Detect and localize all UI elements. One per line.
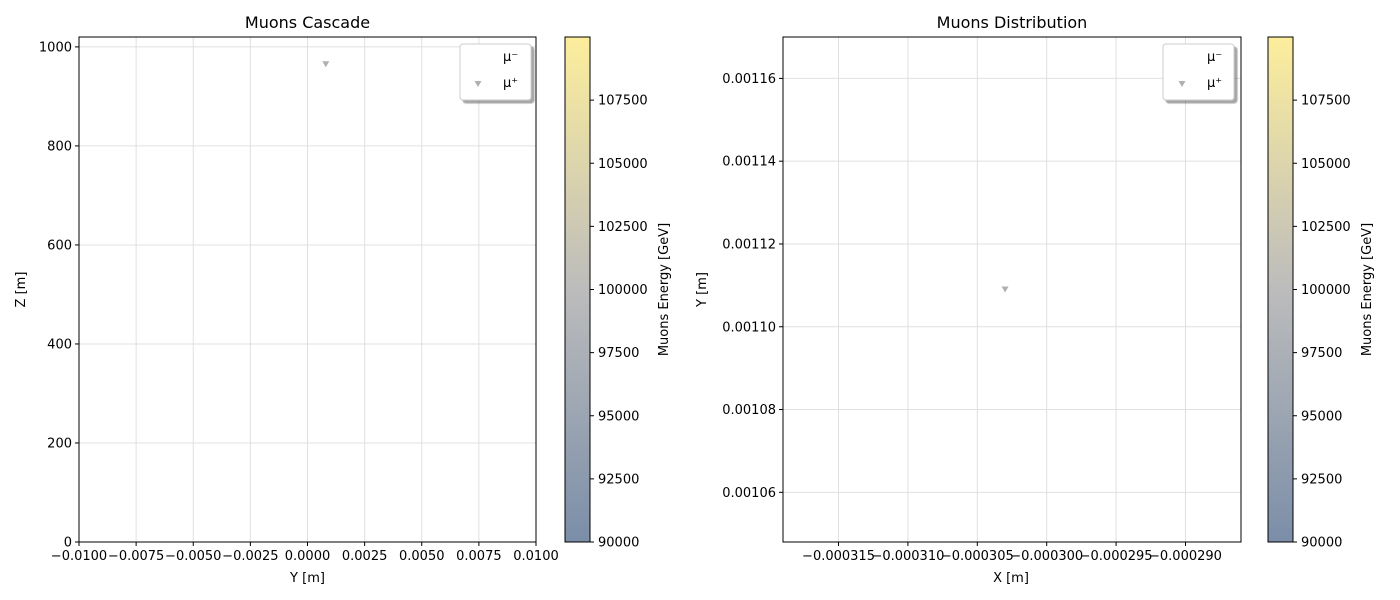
panel-distribution: −0.000315−0.000310−0.000305−0.000300−0.0… bbox=[695, 13, 1375, 586]
x-tick-label: 0.0075 bbox=[456, 549, 502, 564]
colorbar-tick-label: 100000 bbox=[598, 283, 648, 298]
x-axis-label: Y [m] bbox=[289, 571, 325, 586]
colorbar-tick-label: 92500 bbox=[1301, 472, 1342, 487]
legend-label-mu-plus: μ⁺ bbox=[503, 76, 518, 91]
colorbar: 90000 92500 95000 97500 100000 102500 105000 10… bbox=[564, 36, 672, 551]
y-tick-label: 400 bbox=[47, 337, 72, 352]
colorbar-tick-label: 102500 bbox=[598, 220, 648, 235]
x-tick-label: −0.000310 bbox=[871, 549, 944, 564]
legend: μ⁻ μ⁺ bbox=[1162, 43, 1235, 101]
x-axis-label: X [m] bbox=[993, 571, 1029, 586]
data-points bbox=[1001, 286, 1009, 293]
plot-frame bbox=[782, 36, 1242, 543]
colorbar-tick-label: 97500 bbox=[598, 346, 639, 361]
y-tick-label: 0.00116 bbox=[722, 72, 776, 87]
legend-label-mu-plus: μ⁺ bbox=[1207, 76, 1222, 91]
colorbar-tick-label: 97500 bbox=[1301, 346, 1342, 361]
colorbar-gradient bbox=[564, 36, 591, 543]
x-tick-label: −0.0050 bbox=[165, 549, 221, 564]
colorbar-tick-label: 107500 bbox=[598, 94, 648, 109]
colorbar-ticks: 90000 92500 95000 97500 100000 102500 105000 10… bbox=[1293, 94, 1351, 551]
colorbar-label: Muons Energy [GeV] bbox=[657, 223, 672, 356]
data-points bbox=[322, 61, 330, 68]
grid bbox=[783, 37, 1241, 542]
colorbar-tick-label: 107500 bbox=[1301, 94, 1351, 109]
colorbar-tick-label: 105000 bbox=[1301, 157, 1351, 172]
x-tick-label: −0.000300 bbox=[1010, 549, 1083, 564]
x-tick-label: −0.000305 bbox=[941, 549, 1014, 564]
colorbar-tick-label: 95000 bbox=[1301, 409, 1342, 424]
colorbar-ticks: 90000 92500 95000 97500 100000 102500 105000 10… bbox=[590, 94, 648, 551]
y-axis-label: Z [m] bbox=[14, 272, 29, 308]
colorbar-tick-label: 90000 bbox=[598, 536, 639, 551]
colorbar-tick-label: 102500 bbox=[1301, 220, 1351, 235]
y-tick-label: 0.00112 bbox=[722, 237, 776, 252]
y-axis: 0 200 400 600 800 1000 bbox=[39, 40, 79, 551]
x-tick-label: 0.0025 bbox=[342, 549, 388, 564]
x-tick-label: −0.0075 bbox=[108, 549, 164, 564]
x-tick-label: 0.0050 bbox=[399, 549, 445, 564]
x-tick-label: 0.0000 bbox=[285, 549, 331, 564]
colorbar-tick-label: 105000 bbox=[598, 157, 648, 172]
x-tick-label: −0.000315 bbox=[802, 549, 875, 564]
colorbar-tick-label: 90000 bbox=[1301, 536, 1342, 551]
legend-marker-mu-plus bbox=[474, 81, 482, 87]
y-tick-label: 0.00114 bbox=[722, 155, 776, 170]
y-axis: 0.00106 0.00108 0.00110 0.00112 0.00114 0.001… bbox=[722, 72, 783, 501]
legend-label-mu-minus: μ⁻ bbox=[503, 50, 518, 65]
colorbar-gradient bbox=[1267, 36, 1294, 543]
y-tick-label: 0.00106 bbox=[722, 486, 776, 501]
legend: μ⁻ μ⁺ bbox=[459, 43, 532, 101]
panel-cascade: −0.0100 −0.0075 −0.0050 −0.0025 0.0000 0.0025… bbox=[14, 13, 672, 586]
grid bbox=[78, 37, 537, 543]
x-axis: −0.000315−0.000310−0.000305−0.000300−0.0… bbox=[802, 542, 1222, 564]
data-point bbox=[1001, 286, 1009, 293]
data-point bbox=[322, 61, 330, 68]
colorbar-tick-label: 100000 bbox=[1301, 283, 1351, 298]
legend-box bbox=[1162, 43, 1235, 101]
x-axis: −0.0100 −0.0075 −0.0050 −0.0025 0.0000 0.0025… bbox=[51, 542, 559, 564]
chart-title: Muons Cascade bbox=[245, 13, 370, 32]
x-tick-label: −0.000290 bbox=[1149, 549, 1222, 564]
y-tick-label: 1000 bbox=[39, 40, 72, 55]
legend-label-mu-minus: μ⁻ bbox=[1207, 50, 1222, 65]
y-tick-label: 600 bbox=[47, 238, 72, 253]
chart-title: Muons Distribution bbox=[937, 13, 1088, 32]
legend-marker-mu-plus bbox=[1178, 81, 1186, 87]
y-axis-label: Y [m] bbox=[695, 272, 710, 308]
y-tick-label: 800 bbox=[47, 139, 72, 154]
colorbar: 90000 92500 95000 97500 100000 102500 105000 10… bbox=[1267, 36, 1375, 551]
legend-box bbox=[459, 43, 532, 101]
colorbar-tick-label: 92500 bbox=[598, 472, 639, 487]
colorbar-tick-label: 95000 bbox=[598, 409, 639, 424]
y-tick-label: 0.00110 bbox=[722, 320, 776, 335]
colorbar-label: Muons Energy [GeV] bbox=[1360, 223, 1375, 356]
y-tick-label: 0 bbox=[64, 536, 72, 551]
x-tick-label: −0.0100 bbox=[51, 549, 107, 564]
y-tick-label: 200 bbox=[47, 436, 72, 451]
x-tick-label: −0.0025 bbox=[222, 549, 278, 564]
x-tick-label: 0.0100 bbox=[513, 549, 559, 564]
y-tick-label: 0.00108 bbox=[722, 403, 776, 418]
x-tick-label: −0.000295 bbox=[1080, 549, 1153, 564]
